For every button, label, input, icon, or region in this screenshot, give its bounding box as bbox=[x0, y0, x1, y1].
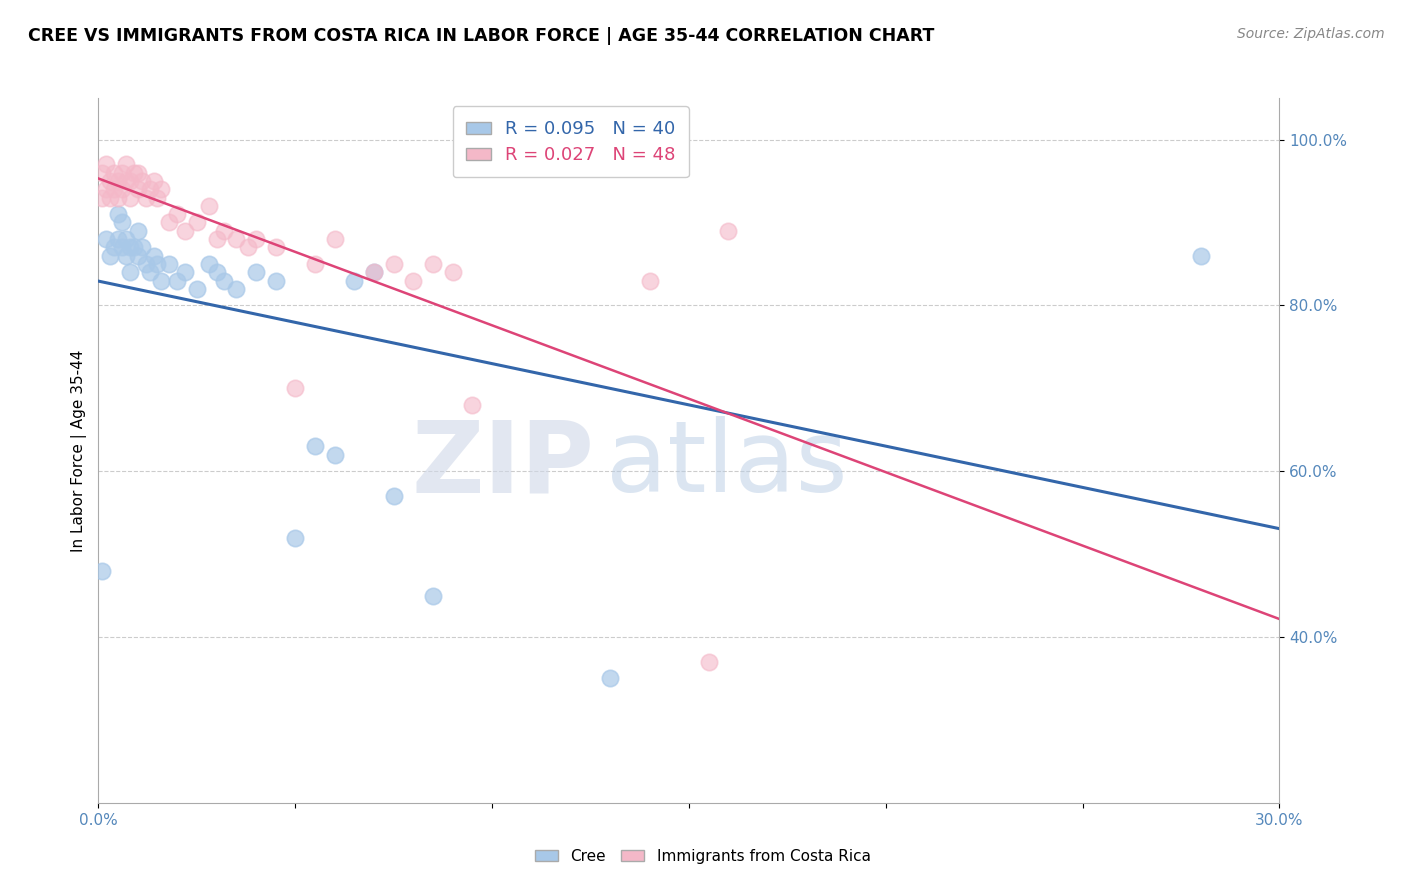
Point bbox=[461, 398, 484, 412]
Point bbox=[118, 265, 141, 279]
Point bbox=[205, 232, 228, 246]
Point bbox=[382, 489, 405, 503]
Point bbox=[284, 381, 307, 395]
Point bbox=[146, 257, 169, 271]
Point bbox=[197, 257, 219, 271]
Point bbox=[174, 265, 197, 279]
Point bbox=[157, 215, 180, 229]
Point bbox=[441, 265, 464, 279]
Point bbox=[111, 215, 134, 229]
Y-axis label: In Labor Force | Age 35-44: In Labor Force | Age 35-44 bbox=[72, 350, 87, 551]
Point bbox=[131, 174, 153, 188]
Point bbox=[98, 249, 121, 263]
Point bbox=[103, 240, 125, 254]
Point bbox=[127, 182, 149, 196]
Point bbox=[107, 191, 129, 205]
Point bbox=[107, 207, 129, 221]
Point bbox=[382, 257, 405, 271]
Point bbox=[225, 232, 247, 246]
Point bbox=[402, 273, 425, 287]
Point bbox=[131, 240, 153, 254]
Point bbox=[214, 273, 236, 287]
Point bbox=[107, 232, 129, 246]
Point bbox=[91, 166, 114, 180]
Point bbox=[264, 240, 287, 254]
Point bbox=[363, 265, 385, 279]
Point bbox=[91, 564, 114, 578]
Point bbox=[638, 273, 661, 287]
Point bbox=[115, 174, 138, 188]
Text: ZIP: ZIP bbox=[412, 416, 595, 513]
Point bbox=[142, 249, 165, 263]
Point bbox=[245, 232, 267, 246]
Point bbox=[138, 182, 160, 196]
Point bbox=[118, 240, 141, 254]
Point bbox=[91, 191, 114, 205]
Point bbox=[304, 257, 326, 271]
Point bbox=[111, 240, 134, 254]
Point bbox=[96, 182, 118, 196]
Point bbox=[118, 174, 141, 188]
Point bbox=[166, 273, 188, 287]
Legend: Cree, Immigrants from Costa Rica: Cree, Immigrants from Costa Rica bbox=[529, 843, 877, 870]
Point bbox=[166, 207, 188, 221]
Point bbox=[197, 199, 219, 213]
Point bbox=[127, 249, 149, 263]
Point bbox=[157, 257, 180, 271]
Text: CREE VS IMMIGRANTS FROM COSTA RICA IN LABOR FORCE | AGE 35-44 CORRELATION CHART: CREE VS IMMIGRANTS FROM COSTA RICA IN LA… bbox=[28, 27, 935, 45]
Point bbox=[103, 166, 125, 180]
Point bbox=[98, 174, 121, 188]
Point bbox=[284, 531, 307, 545]
Point bbox=[174, 224, 197, 238]
Point bbox=[422, 257, 444, 271]
Legend: R = 0.095   N = 40, R = 0.027   N = 48: R = 0.095 N = 40, R = 0.027 N = 48 bbox=[453, 106, 689, 178]
Point bbox=[135, 257, 157, 271]
Point bbox=[214, 224, 236, 238]
Point bbox=[236, 240, 259, 254]
Point bbox=[142, 174, 165, 188]
Point bbox=[115, 249, 138, 263]
Point bbox=[264, 273, 287, 287]
Point bbox=[304, 439, 326, 453]
Point bbox=[205, 265, 228, 279]
Point bbox=[186, 215, 208, 229]
Point bbox=[343, 273, 366, 287]
Point bbox=[599, 672, 621, 686]
Point bbox=[697, 655, 720, 669]
Point bbox=[323, 232, 346, 246]
Point bbox=[186, 282, 208, 296]
Point bbox=[122, 166, 145, 180]
Point bbox=[115, 232, 138, 246]
Point bbox=[98, 191, 121, 205]
Point bbox=[225, 282, 247, 296]
Point bbox=[111, 182, 134, 196]
Point bbox=[323, 448, 346, 462]
Text: Source: ZipAtlas.com: Source: ZipAtlas.com bbox=[1237, 27, 1385, 41]
Point bbox=[96, 232, 118, 246]
Point bbox=[135, 191, 157, 205]
Point bbox=[96, 157, 118, 171]
Point bbox=[138, 265, 160, 279]
Point bbox=[422, 589, 444, 603]
Point bbox=[107, 174, 129, 188]
Point bbox=[1189, 249, 1212, 263]
Point bbox=[111, 166, 134, 180]
Point bbox=[127, 224, 149, 238]
Point bbox=[150, 273, 173, 287]
Point bbox=[717, 224, 740, 238]
Text: atlas: atlas bbox=[606, 416, 848, 513]
Point bbox=[363, 265, 385, 279]
Point bbox=[245, 265, 267, 279]
Point bbox=[103, 182, 125, 196]
Point bbox=[146, 191, 169, 205]
Point bbox=[118, 191, 141, 205]
Point bbox=[122, 240, 145, 254]
Point bbox=[115, 157, 138, 171]
Point bbox=[127, 166, 149, 180]
Point bbox=[150, 182, 173, 196]
